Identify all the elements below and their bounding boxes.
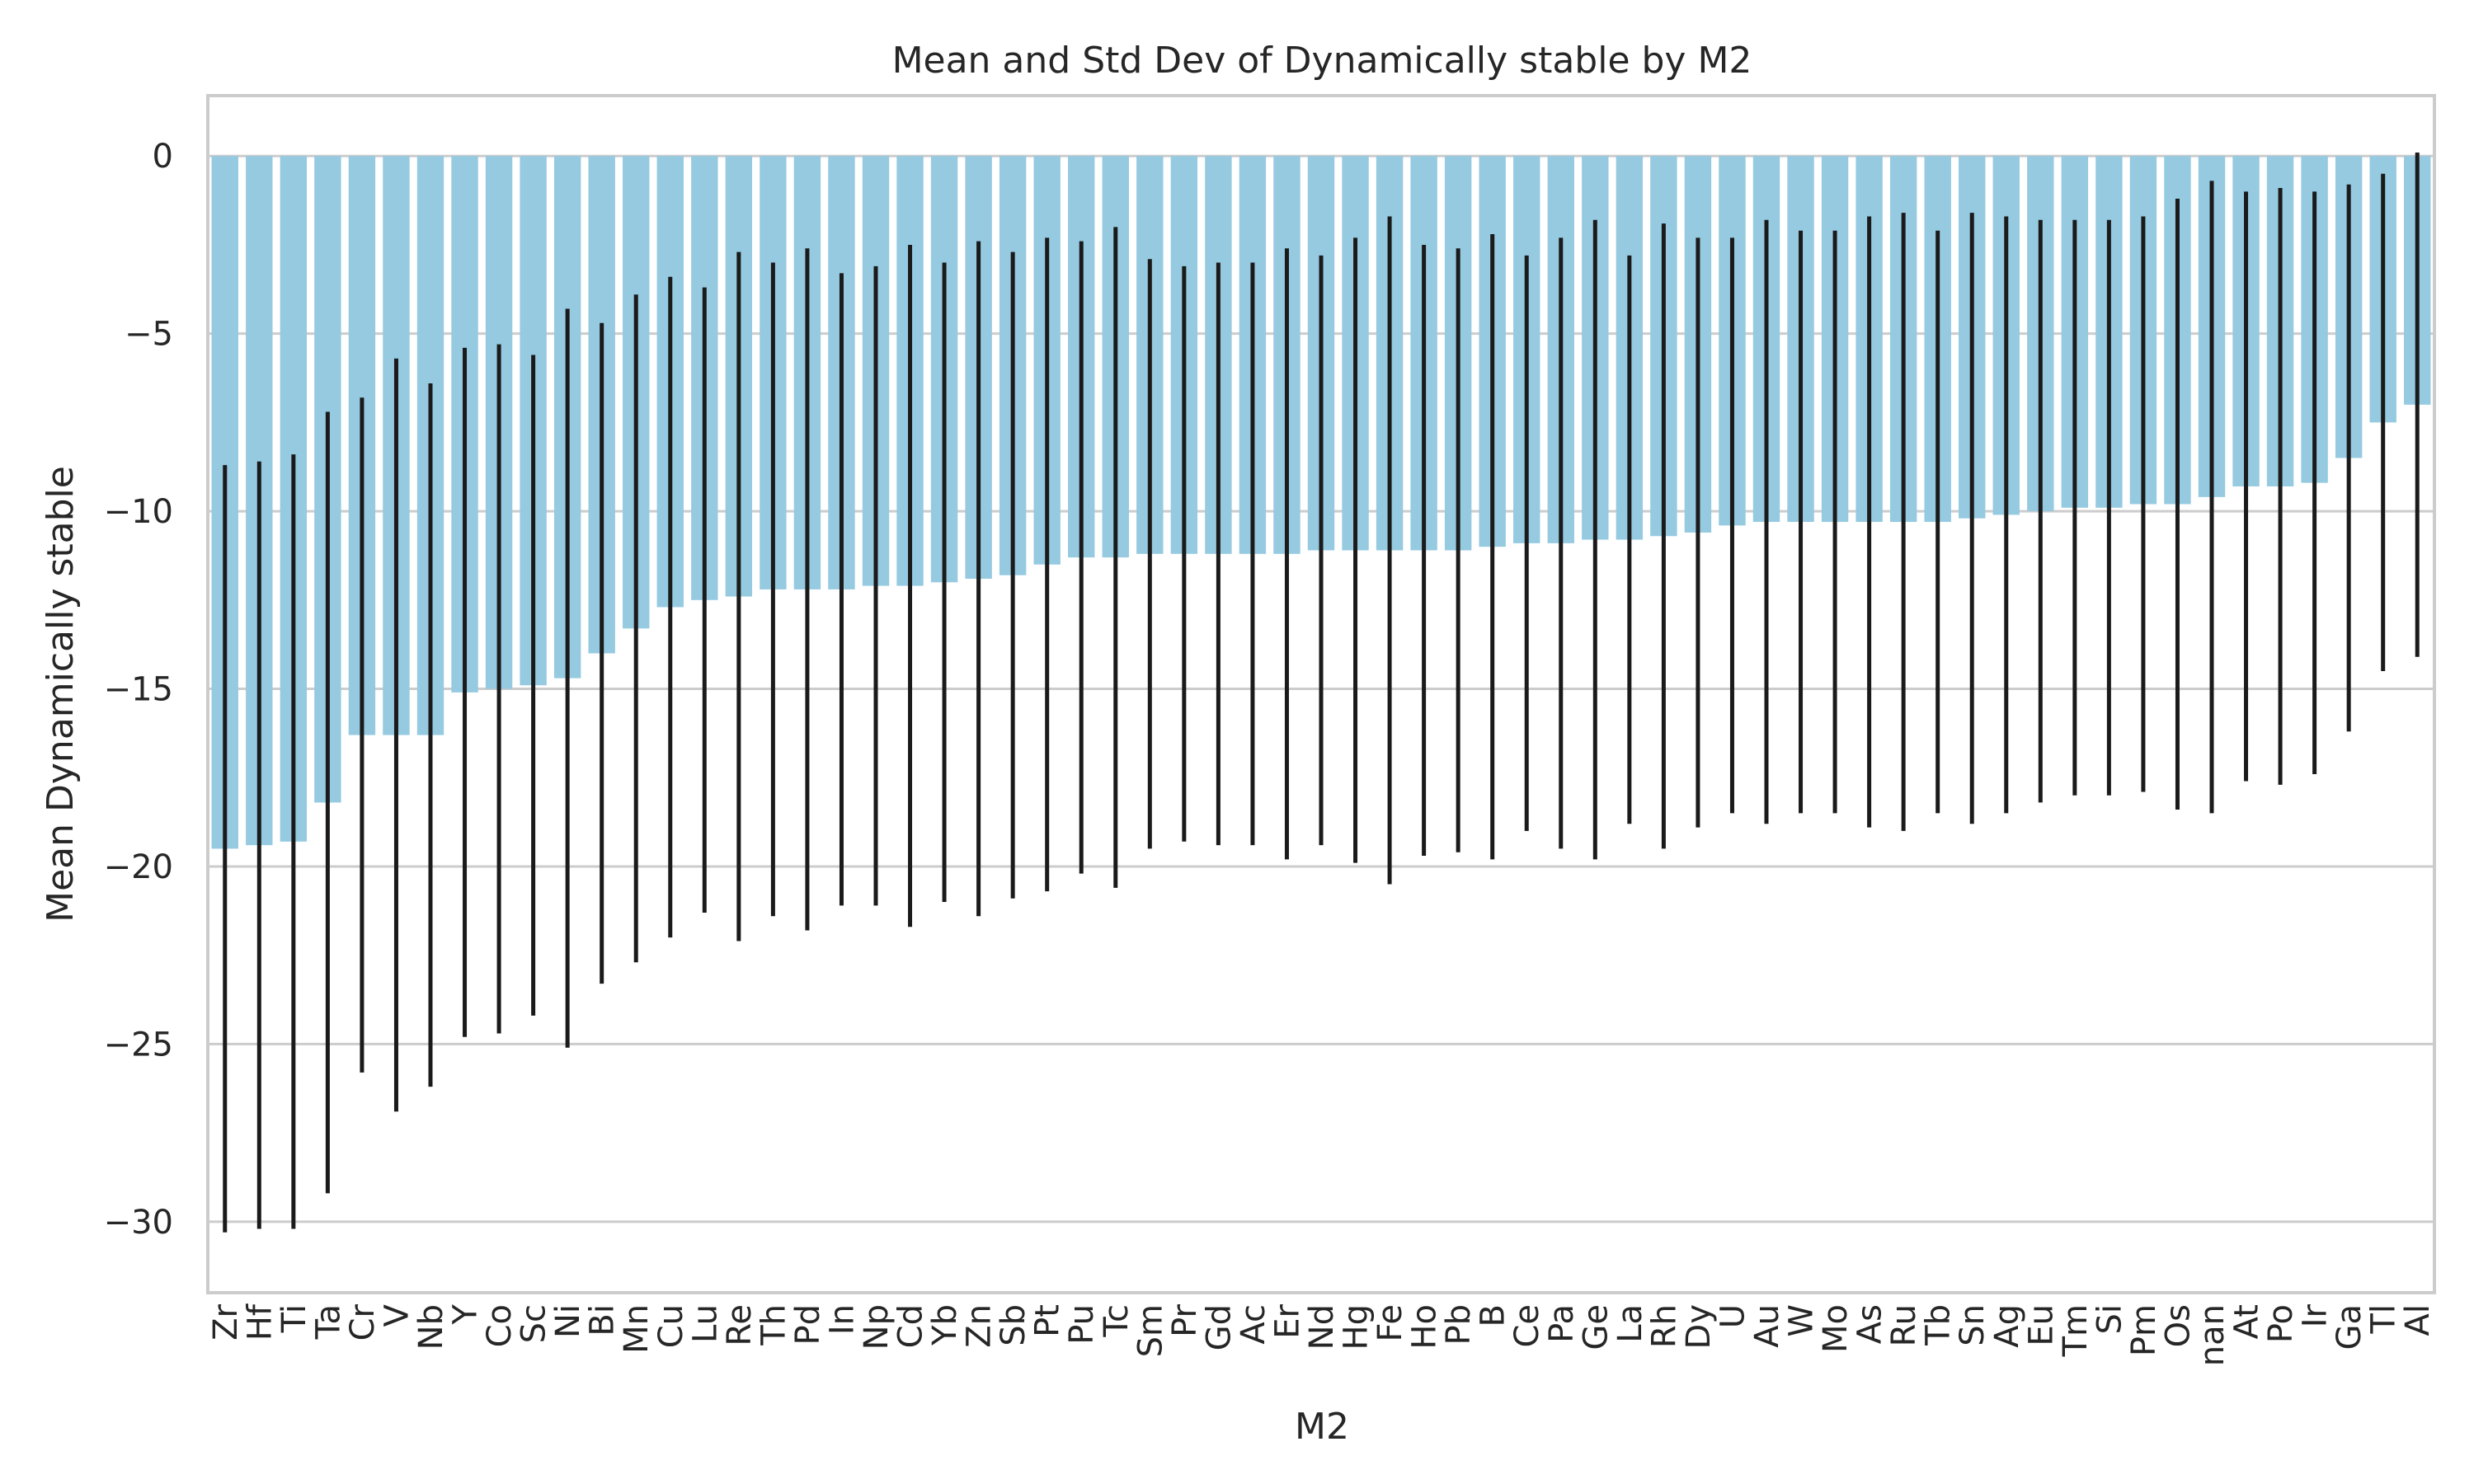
- x-tick-label: Nb: [412, 1304, 450, 1350]
- x-tick-label: Zn: [961, 1304, 999, 1348]
- x-tick-label: Ga: [2331, 1304, 2368, 1350]
- x-axis-label: M2: [1295, 1406, 1349, 1448]
- x-tick-label: Si: [2091, 1304, 2128, 1335]
- x-tick-label: Ge: [1577, 1304, 1615, 1350]
- error-bars: [223, 152, 2420, 1233]
- x-tick-label: As: [1851, 1304, 1889, 1344]
- y-tick-labels: 0 −5 −10 −15 −20 −25 −30: [104, 138, 173, 1242]
- x-tick-label: Cr: [344, 1303, 382, 1341]
- x-tick-label: Sm: [1131, 1304, 1169, 1357]
- x-tick-label: Eu: [2022, 1304, 2060, 1346]
- x-tick-label: Tm: [2057, 1304, 2095, 1357]
- x-tick-label: B: [1475, 1304, 1512, 1327]
- x-tick-label: U: [1714, 1304, 1752, 1328]
- x-tick-label: Y: [447, 1303, 485, 1325]
- x-tick-label: Hg: [1338, 1304, 1376, 1350]
- y-tick-label: −30: [104, 1204, 173, 1242]
- x-tick-label: Ir: [2297, 1303, 2335, 1327]
- x-tick-label: Bi: [584, 1304, 622, 1336]
- x-tick-label: Zr: [207, 1303, 245, 1340]
- x-tick-label: Au: [1748, 1304, 1786, 1348]
- x-tick-label: Co: [481, 1304, 519, 1347]
- x-tick-label: Ta: [309, 1304, 347, 1340]
- x-tick-label: Os: [2159, 1304, 2197, 1347]
- x-tick-label: Sc: [515, 1304, 553, 1343]
- x-tick-label: At: [2228, 1304, 2266, 1339]
- y-tick-label: −20: [104, 848, 173, 886]
- x-tick-label: Fe: [1371, 1304, 1409, 1341]
- x-tick-label: Pa: [1543, 1304, 1581, 1343]
- x-tick-label: Re: [721, 1304, 759, 1346]
- x-tick-label: Tb: [1920, 1304, 1958, 1346]
- x-tick-label: La: [1611, 1304, 1649, 1343]
- x-tick-label: Lu: [686, 1304, 724, 1343]
- x-tick-label: Cd: [892, 1304, 930, 1348]
- x-tick-label: Cu: [652, 1304, 690, 1348]
- x-tick-label: Pb: [1440, 1304, 1478, 1345]
- chart-title: Mean and Std Dev of Dynamically stable b…: [892, 40, 1752, 82]
- x-tick-label: Ti: [275, 1304, 313, 1333]
- x-tick-label: Dy: [1680, 1304, 1718, 1349]
- x-tick-label: Mo: [1817, 1304, 1855, 1353]
- x-tick-label: Nd: [1303, 1304, 1341, 1350]
- x-tick-label: Ag: [1988, 1304, 2026, 1348]
- x-tick-label: Al: [2399, 1304, 2437, 1336]
- x-tick-label: Th: [755, 1304, 793, 1346]
- x-tick-label: Rh: [1645, 1304, 1683, 1348]
- x-tick-label: Ac: [1235, 1304, 1272, 1345]
- x-tick-label: Ni: [549, 1304, 587, 1338]
- x-tick-label: Hf: [241, 1303, 279, 1341]
- x-tick-labels: ZrHfTiTaCrVNbYCoScNiBiMnCuLuReThPdInNpCd…: [207, 1303, 2437, 1366]
- x-tick-label: W: [1783, 1304, 1821, 1337]
- y-tick-label: −5: [125, 316, 173, 354]
- x-tick-label: Tc: [1098, 1304, 1136, 1338]
- x-tick-label: Pd: [789, 1304, 827, 1345]
- y-tick-label: −15: [104, 671, 173, 709]
- x-tick-label: Pt: [1029, 1304, 1067, 1337]
- x-tick-label: Mn: [618, 1304, 656, 1354]
- x-tick-label: In: [823, 1304, 861, 1335]
- x-tick-label: Po: [2262, 1304, 2300, 1343]
- x-tick-label: Sb: [995, 1304, 1032, 1346]
- x-tick-label: Tl: [2365, 1304, 2403, 1335]
- x-tick-label: Pu: [1063, 1304, 1101, 1345]
- x-tick-label: V: [378, 1303, 416, 1327]
- x-tick-label: nan: [2194, 1304, 2232, 1366]
- x-tick-label: Pr: [1166, 1303, 1204, 1336]
- x-tick-label: Np: [858, 1304, 896, 1350]
- x-tick-label: Yb: [926, 1304, 964, 1346]
- x-tick-label: Pm: [2125, 1304, 2163, 1356]
- y-tick-label: 0: [153, 138, 173, 176]
- y-tick-label: −25: [104, 1026, 173, 1064]
- x-tick-label: Ho: [1406, 1304, 1444, 1350]
- y-axis-label: Mean Dynamically stable: [40, 466, 82, 923]
- x-tick-label: Er: [1268, 1303, 1306, 1338]
- x-tick-label: Ce: [1508, 1304, 1546, 1348]
- y-tick-label: −10: [104, 493, 173, 531]
- x-tick-label: Gd: [1200, 1304, 1238, 1350]
- plot-frame: [206, 94, 2436, 1294]
- x-tick-label: Ru: [1885, 1304, 1923, 1346]
- x-tick-label: Sn: [1954, 1304, 1992, 1346]
